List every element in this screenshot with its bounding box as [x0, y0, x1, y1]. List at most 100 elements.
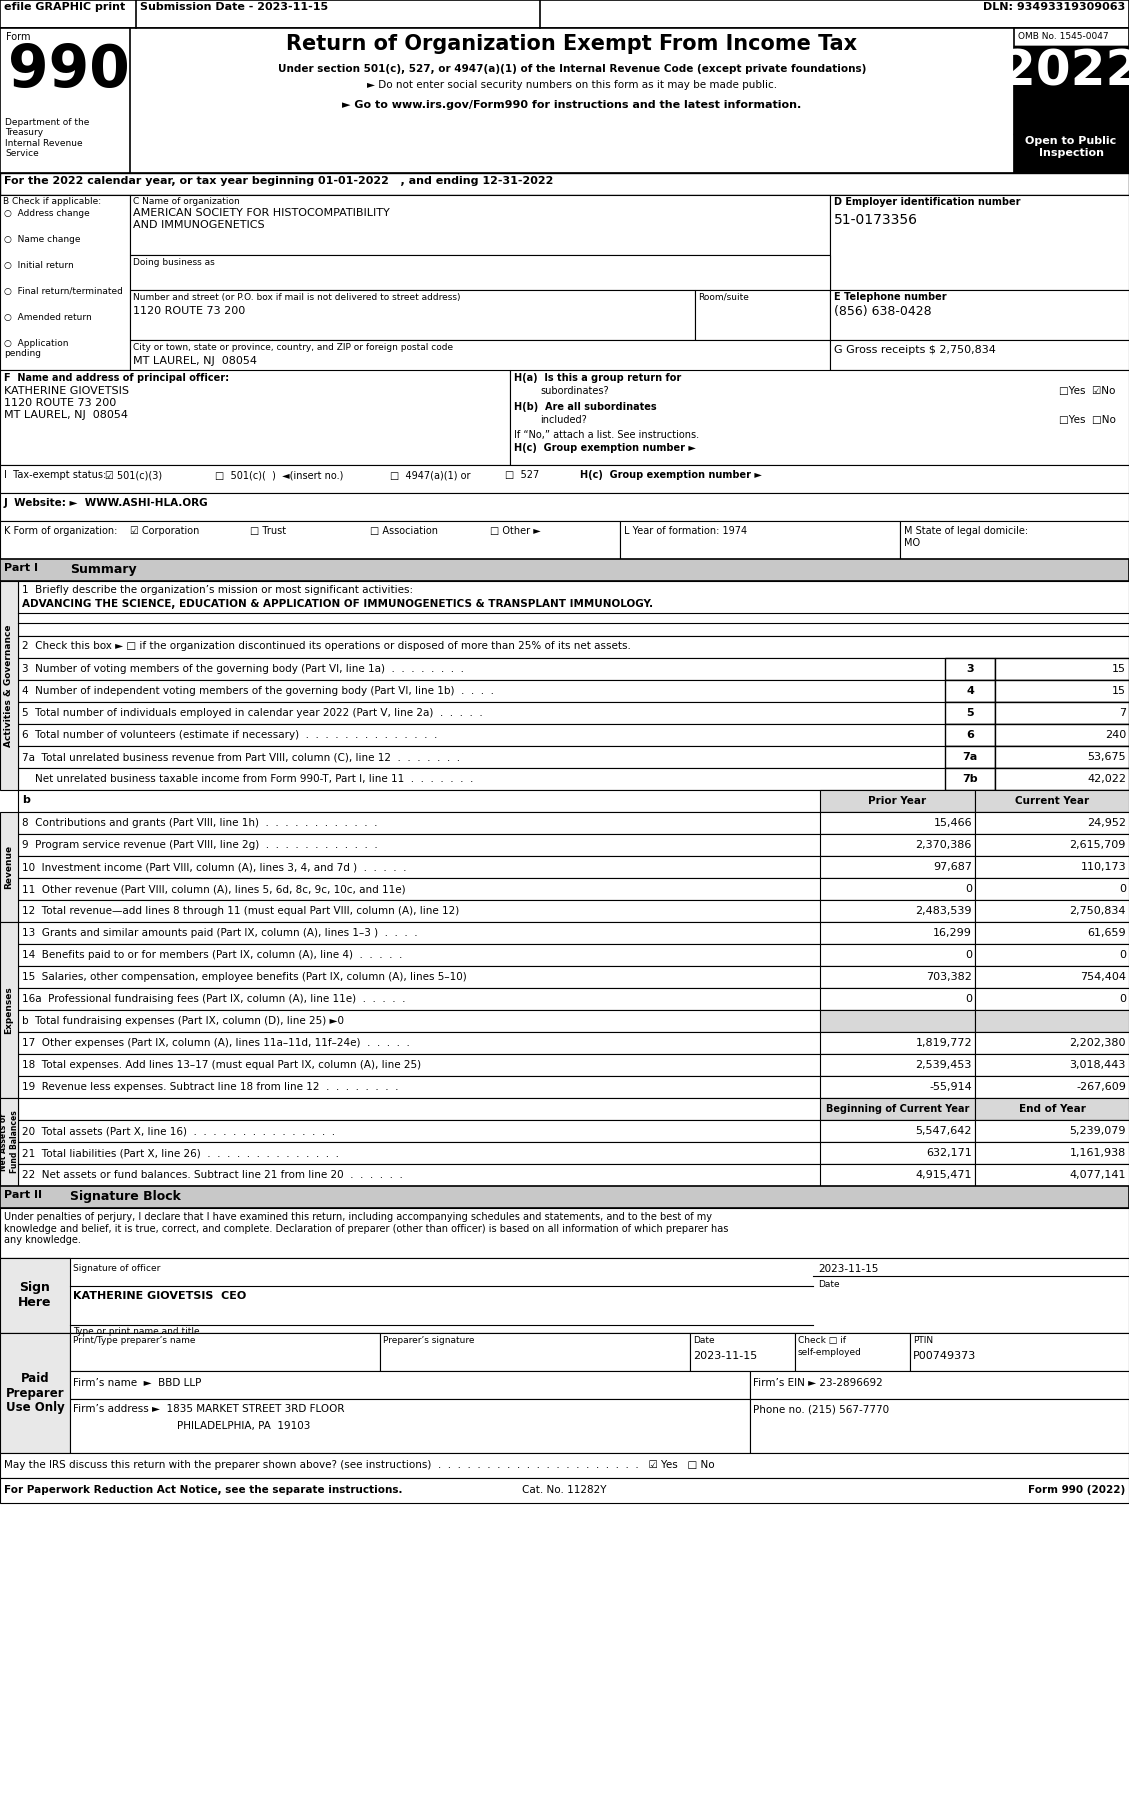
Text: 5: 5 [966, 707, 974, 718]
Text: MT LAUREL, NJ  08054: MT LAUREL, NJ 08054 [5, 410, 128, 421]
Text: End of Year: End of Year [1018, 1105, 1085, 1114]
Text: 6  Total number of volunteers (estimate if necessary)  .  .  .  .  .  .  .  .  .: 6 Total number of volunteers (estimate i… [21, 729, 437, 740]
Text: Phone no. (215) 567-7770: Phone no. (215) 567-7770 [753, 1404, 890, 1413]
Text: 15: 15 [1112, 664, 1126, 675]
Bar [975, 1097, 1129, 1119]
Bar [995, 724, 1129, 746]
Text: 51-0173356: 51-0173356 [834, 212, 918, 227]
Bar [1014, 27, 1129, 172]
Text: 7a: 7a [962, 753, 978, 762]
Text: 2,370,386: 2,370,386 [916, 840, 972, 851]
Bar [0, 521, 620, 559]
Text: b  Total fundraising expenses (Part IX, column (D), line 25) ►0: b Total fundraising expenses (Part IX, c… [21, 1016, 344, 1027]
Text: Firm’s address ►  1835 MARKET STREET 3RD FLOOR: Firm’s address ► 1835 MARKET STREET 3RD … [73, 1404, 344, 1413]
Text: 1120 ROUTE 73 200: 1120 ROUTE 73 200 [5, 397, 116, 408]
Text: Firm’s name  ►  BBD LLP: Firm’s name ► BBD LLP [73, 1379, 201, 1388]
Text: 3: 3 [966, 664, 974, 675]
Text: Current Year: Current Year [1015, 796, 1089, 805]
Text: 2  Check this box ► □ if the organization discontinued its operations or dispose: 2 Check this box ► □ if the organization… [21, 640, 631, 651]
Bar [820, 1143, 975, 1165]
Text: PTIN: PTIN [913, 1335, 934, 1344]
Text: 1,161,938: 1,161,938 [1070, 1148, 1126, 1157]
Text: □ Trust: □ Trust [250, 526, 286, 535]
Text: E Telephone number: E Telephone number [834, 292, 946, 301]
Bar [820, 834, 975, 856]
Bar [0, 1257, 70, 1333]
Text: P00749373: P00749373 [913, 1351, 977, 1360]
Bar [0, 27, 130, 172]
Text: Revenue: Revenue [5, 845, 14, 889]
Bar [820, 922, 975, 943]
Bar [945, 724, 995, 746]
Text: Room/suite: Room/suite [698, 294, 749, 301]
Bar [975, 791, 1129, 813]
Text: KATHERINE GIOVETSIS: KATHERINE GIOVETSIS [5, 386, 129, 395]
Bar [18, 856, 1129, 878]
Text: 5  Total number of individuals employed in calendar year 2022 (Part V, line 2a) : 5 Total number of individuals employed i… [21, 707, 483, 718]
Text: F  Name and address of principal officer:: F Name and address of principal officer: [5, 374, 229, 383]
Text: Under penalties of perjury, I declare that I have examined this return, includin: Under penalties of perjury, I declare th… [5, 1212, 728, 1244]
Text: For the 2022 calendar year, or tax year beginning 01-01-2022   , and ending 12-3: For the 2022 calendar year, or tax year … [5, 176, 553, 187]
Bar [0, 1333, 1129, 1453]
Bar [975, 813, 1129, 834]
Text: MT LAUREL, NJ  08054: MT LAUREL, NJ 08054 [133, 356, 257, 366]
Text: 4,915,471: 4,915,471 [916, 1170, 972, 1179]
Bar [0, 370, 510, 464]
Bar [830, 194, 1129, 290]
Text: 2022: 2022 [1001, 47, 1129, 96]
Text: Submission Date - 2023-11-15: Submission Date - 2023-11-15 [140, 2, 329, 13]
Bar [820, 1076, 975, 1097]
Bar [820, 1119, 975, 1143]
Bar [975, 943, 1129, 967]
Text: 6: 6 [966, 729, 974, 740]
Bar [975, 1032, 1129, 1054]
Text: KATHERINE GIOVETSIS  CEO: KATHERINE GIOVETSIS CEO [73, 1292, 246, 1301]
Bar [70, 1333, 380, 1371]
Text: Under section 501(c), 527, or 4947(a)(1) of the Internal Revenue Code (except pr: Under section 501(c), 527, or 4947(a)(1)… [278, 63, 866, 74]
Text: 2,483,539: 2,483,539 [916, 905, 972, 916]
Bar [70, 1399, 750, 1453]
Bar [995, 680, 1129, 702]
Bar [0, 27, 1129, 172]
Text: 0: 0 [965, 994, 972, 1003]
Text: 7: 7 [1119, 707, 1126, 718]
Text: ► Do not enter social security numbers on this form as it may be made public.: ► Do not enter social security numbers o… [367, 80, 777, 91]
Text: 240: 240 [1105, 729, 1126, 740]
Bar [18, 746, 1129, 767]
Text: DLN: 93493319309063: DLN: 93493319309063 [982, 2, 1124, 13]
Text: 11  Other revenue (Part VIII, column (A), lines 5, 6d, 8c, 9c, 10c, and 11e): 11 Other revenue (Part VIII, column (A),… [21, 883, 405, 894]
Bar [820, 813, 975, 834]
Text: H(c)  Group exemption number ►: H(c) Group exemption number ► [580, 470, 762, 481]
Bar [820, 967, 975, 989]
Text: 754,404: 754,404 [1080, 972, 1126, 981]
Text: 61,659: 61,659 [1087, 929, 1126, 938]
Text: □  501(c)(  )  ◄(insert no.): □ 501(c)( ) ◄(insert no.) [215, 470, 343, 481]
Text: 0: 0 [1119, 951, 1126, 960]
Text: Preparer’s signature: Preparer’s signature [383, 1335, 474, 1344]
Bar [945, 767, 995, 791]
Text: City or town, state or province, country, and ZIP or foreign postal code: City or town, state or province, country… [133, 343, 453, 352]
Bar [1014, 45, 1129, 134]
Bar [900, 521, 1129, 559]
Text: ○  Amended return: ○ Amended return [5, 314, 91, 323]
Text: 1,819,772: 1,819,772 [916, 1038, 972, 1048]
Text: Type or print name and title: Type or print name and title [73, 1328, 200, 1335]
Text: 42,022: 42,022 [1087, 775, 1126, 784]
Bar [130, 194, 830, 256]
Text: ○  Final return/terminated: ○ Final return/terminated [5, 287, 123, 296]
Bar [0, 0, 1129, 27]
Text: Form 990 (2022): Form 990 (2022) [1027, 1486, 1124, 1495]
Text: □  527: □ 527 [505, 470, 540, 481]
Bar [910, 1333, 1129, 1371]
Text: Cat. No. 11282Y: Cat. No. 11282Y [522, 1486, 606, 1495]
Text: Activities & Governance: Activities & Governance [5, 624, 14, 747]
Text: included?: included? [540, 415, 587, 424]
Bar [820, 989, 975, 1010]
Text: 5,547,642: 5,547,642 [916, 1126, 972, 1136]
Text: Expenses: Expenses [5, 987, 14, 1034]
Bar [820, 1032, 975, 1054]
Text: ○  Address change: ○ Address change [5, 209, 89, 218]
Text: 4,077,141: 4,077,141 [1069, 1170, 1126, 1179]
Bar [975, 834, 1129, 856]
Text: ○  Initial return: ○ Initial return [5, 261, 73, 270]
